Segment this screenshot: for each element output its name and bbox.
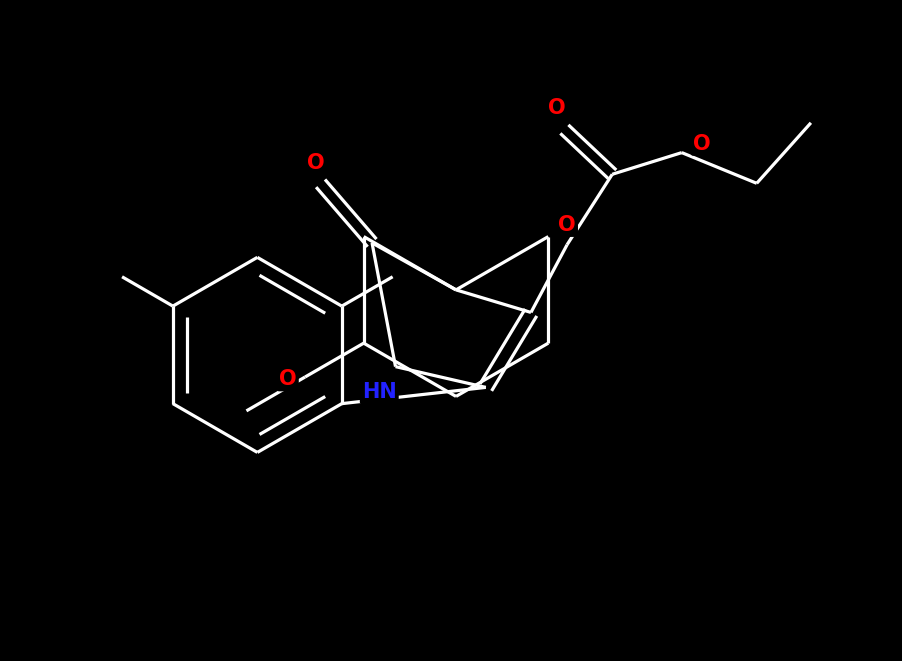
Text: HN: HN [362, 382, 396, 402]
Text: O: O [557, 215, 575, 235]
Text: O: O [307, 153, 325, 173]
Text: O: O [548, 98, 566, 118]
Text: O: O [279, 369, 297, 389]
Text: O: O [692, 134, 710, 153]
